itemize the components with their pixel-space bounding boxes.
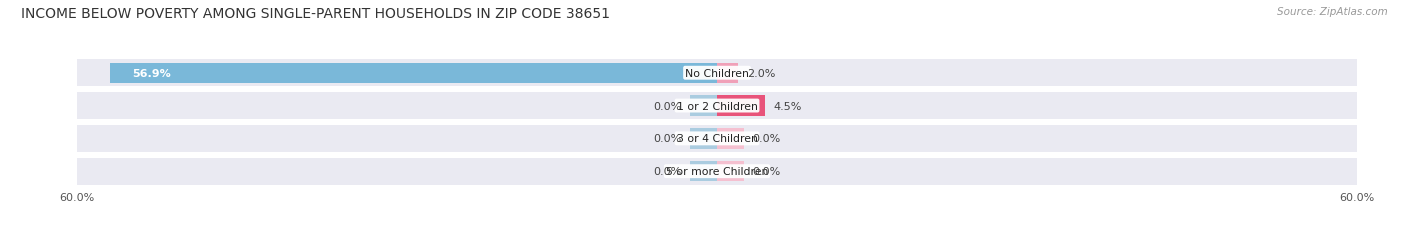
Text: Source: ZipAtlas.com: Source: ZipAtlas.com	[1277, 7, 1388, 17]
Text: 1 or 2 Children: 1 or 2 Children	[676, 101, 758, 111]
Bar	[690, 96, 717, 116]
Text: 3 or 4 Children: 3 or 4 Children	[676, 134, 758, 144]
Text: 0.0%: 0.0%	[752, 167, 780, 176]
Text: 0.0%: 0.0%	[654, 167, 682, 176]
Bar	[77, 158, 1357, 185]
Bar	[77, 60, 1357, 87]
Bar	[717, 96, 765, 116]
Bar	[77, 125, 1357, 152]
Text: INCOME BELOW POVERTY AMONG SINGLE-PARENT HOUSEHOLDS IN ZIP CODE 38651: INCOME BELOW POVERTY AMONG SINGLE-PARENT…	[21, 7, 610, 21]
Bar	[690, 129, 717, 149]
Bar	[717, 63, 738, 84]
Text: 0.0%: 0.0%	[654, 101, 682, 111]
Bar	[717, 129, 744, 149]
Text: No Children: No Children	[685, 68, 749, 78]
Bar	[690, 161, 717, 182]
Bar	[111, 63, 717, 84]
Text: 5 or more Children: 5 or more Children	[666, 167, 768, 176]
Bar	[717, 161, 744, 182]
Text: 2.0%: 2.0%	[747, 68, 775, 78]
Text: 0.0%: 0.0%	[654, 134, 682, 144]
Text: 4.5%: 4.5%	[773, 101, 801, 111]
Bar	[77, 93, 1357, 119]
Text: 56.9%: 56.9%	[132, 68, 170, 78]
Text: 0.0%: 0.0%	[752, 134, 780, 144]
